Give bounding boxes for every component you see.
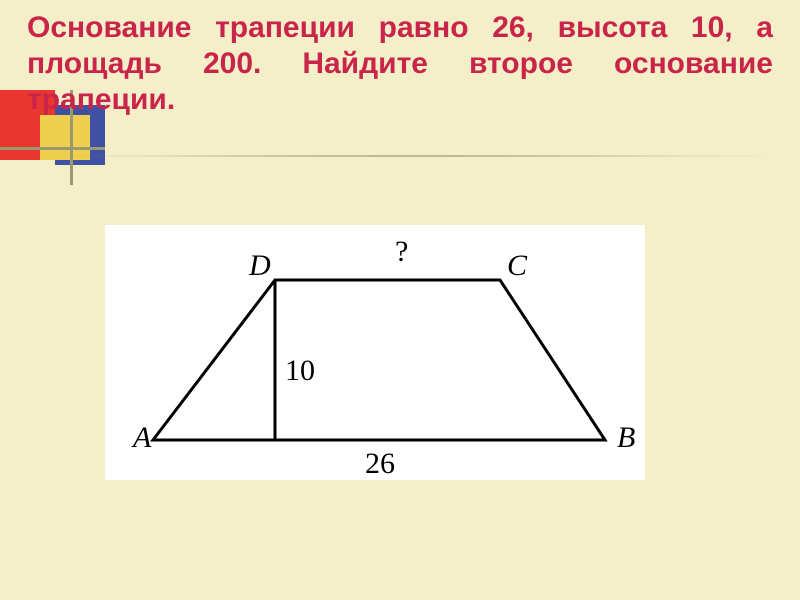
vertex-label-d: D — [248, 249, 271, 282]
vertex-label-a: A — [131, 421, 152, 454]
vertex-label-c: C — [507, 249, 528, 282]
base-value-label: 26 — [365, 447, 395, 480]
trapezoid-diagram: A B C D ? 10 26 — [105, 225, 645, 480]
problem-title: Основание трапеции равно 26, высота 10, … — [27, 10, 773, 118]
vertex-label-b: B — [617, 421, 635, 454]
height-value-label: 10 — [285, 354, 315, 387]
decor-hline — [0, 147, 105, 150]
unknown-side-label: ? — [395, 235, 408, 268]
title-underline — [55, 155, 770, 157]
decor-yellow-rect — [40, 115, 90, 160]
trapezoid-shape — [153, 280, 605, 440]
